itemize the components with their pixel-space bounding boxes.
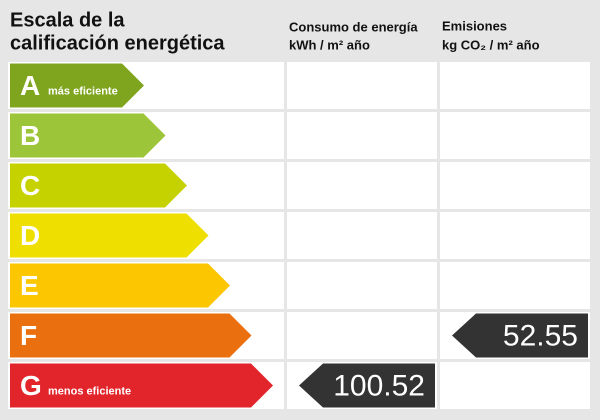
rating-letter: B: [20, 120, 40, 151]
cell: [440, 212, 590, 259]
rating-arrow: [10, 63, 144, 108]
cell: [287, 162, 437, 209]
indicator-value: 52.55: [503, 319, 578, 352]
rating-letter: A: [20, 70, 40, 101]
cell: [440, 162, 590, 209]
rating-arrow: [10, 213, 209, 258]
rating-note: menos eficiente: [48, 385, 131, 397]
column-header: Consumo de energía: [289, 19, 418, 34]
indicator-value: 100.52: [333, 369, 425, 402]
cell: [287, 62, 437, 109]
column-unit: kg CO₂ / m² año: [442, 37, 540, 52]
title-line: Escala de la: [10, 9, 125, 31]
rating-arrow: [10, 163, 187, 208]
title-line: calificación energética: [10, 32, 225, 54]
cell: [287, 262, 437, 309]
cell: [440, 362, 590, 409]
rating-letter: F: [20, 320, 37, 351]
rating-letter: C: [20, 170, 40, 201]
cell: [440, 262, 590, 309]
cell: [287, 312, 437, 359]
column-header: Emisiones: [442, 18, 507, 33]
indicator-arrow: [299, 363, 435, 408]
cell: [287, 212, 437, 259]
cell: [287, 112, 437, 159]
rating-arrow: [10, 113, 166, 158]
rating-arrow: [10, 263, 230, 308]
rating-arrow: [10, 363, 273, 408]
rating-letter: D: [20, 220, 40, 251]
indicator-arrow: [452, 313, 588, 358]
cell: [440, 62, 590, 109]
rating-letter: E: [20, 270, 39, 301]
rating-letter: G: [20, 370, 42, 401]
column-unit: kWh / m² año: [289, 37, 370, 52]
cell: [440, 112, 590, 159]
rating-note: más eficiente: [48, 85, 118, 97]
rating-arrow: [10, 313, 252, 358]
